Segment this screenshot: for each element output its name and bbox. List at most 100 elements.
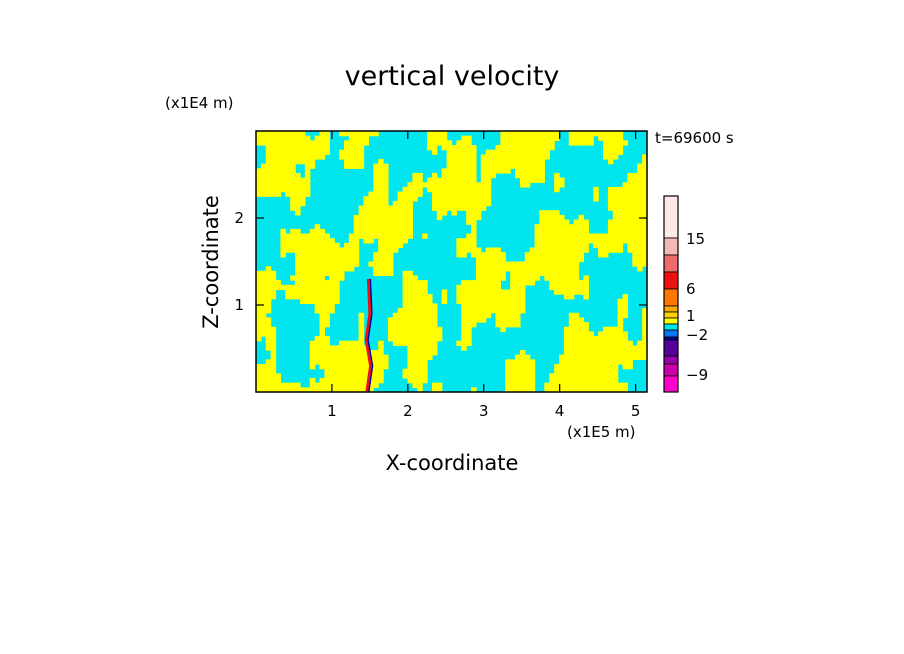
positive-cell bbox=[431, 345, 438, 351]
positive-cell bbox=[495, 158, 501, 165]
positive-cell bbox=[285, 382, 291, 388]
positive-cell bbox=[319, 359, 326, 365]
positive-cell bbox=[270, 182, 277, 188]
positive-cell bbox=[373, 214, 379, 221]
positive-cell bbox=[598, 378, 604, 384]
positive-cell bbox=[353, 131, 360, 137]
positive-cell bbox=[505, 168, 511, 174]
positive-cell bbox=[529, 368, 536, 374]
positive-cell bbox=[265, 270, 272, 277]
positive-cell bbox=[637, 191, 643, 197]
positive-cell bbox=[495, 270, 501, 277]
positive-cell bbox=[588, 131, 594, 137]
positive-cell bbox=[539, 158, 545, 165]
positive-cell bbox=[549, 238, 555, 244]
positive-cell bbox=[588, 340, 594, 346]
positive-cell bbox=[617, 340, 624, 346]
positive-cell bbox=[348, 354, 355, 360]
positive-cell bbox=[436, 131, 443, 137]
positive-cell bbox=[563, 354, 570, 360]
positive-cell bbox=[373, 163, 379, 169]
positive-cell bbox=[285, 242, 291, 249]
positive-cell bbox=[299, 149, 306, 155]
positive-cell bbox=[617, 224, 624, 230]
positive-cell bbox=[431, 350, 438, 356]
positive-cell bbox=[387, 219, 394, 225]
positive-cell bbox=[324, 261, 330, 267]
positive-cell bbox=[500, 261, 506, 267]
positive-cell bbox=[578, 378, 585, 384]
positive-cell bbox=[510, 294, 516, 300]
positive-cell bbox=[427, 308, 433, 314]
positive-cell bbox=[568, 368, 575, 374]
positive-cell bbox=[637, 228, 643, 235]
positive-cell bbox=[505, 368, 511, 374]
positive-cell bbox=[544, 144, 550, 151]
positive-cell bbox=[412, 331, 418, 337]
positive-cell bbox=[407, 368, 413, 374]
positive-cell bbox=[573, 359, 580, 365]
positive-cell bbox=[392, 340, 399, 346]
positive-cell bbox=[612, 373, 619, 379]
positive-cell bbox=[603, 233, 609, 239]
positive-cell bbox=[339, 354, 345, 360]
positive-cell bbox=[510, 378, 516, 384]
positive-cell bbox=[431, 312, 438, 319]
positive-cell bbox=[329, 378, 335, 384]
positive-cell bbox=[275, 387, 282, 392]
positive-cell bbox=[515, 131, 521, 137]
positive-cell bbox=[441, 191, 448, 197]
positive-cell bbox=[568, 224, 575, 230]
positive-cell bbox=[417, 308, 423, 314]
positive-cell bbox=[446, 163, 453, 169]
positive-cell bbox=[622, 233, 629, 239]
positive-cell bbox=[383, 247, 389, 253]
positive-cell bbox=[622, 200, 629, 207]
positive-cell bbox=[622, 219, 629, 225]
positive-cell bbox=[422, 373, 428, 379]
positive-cell bbox=[524, 354, 531, 360]
positive-cell bbox=[603, 131, 609, 137]
positive-cell bbox=[304, 233, 311, 239]
positive-cell bbox=[471, 242, 477, 249]
positive-cell bbox=[348, 364, 355, 370]
positive-cell bbox=[607, 228, 614, 235]
positive-cell bbox=[299, 144, 306, 151]
positive-cell bbox=[495, 247, 501, 253]
positive-cell bbox=[568, 326, 575, 333]
positive-cell bbox=[632, 200, 638, 207]
positive-cell bbox=[256, 270, 262, 277]
positive-cell bbox=[314, 233, 321, 239]
positive-cell bbox=[280, 149, 286, 155]
positive-cell bbox=[363, 238, 370, 244]
positive-cell bbox=[412, 336, 418, 342]
positive-cell bbox=[617, 144, 624, 151]
positive-cell bbox=[436, 382, 443, 388]
positive-cell bbox=[524, 373, 531, 379]
positive-cell bbox=[554, 289, 560, 295]
positive-cell bbox=[368, 214, 374, 221]
positive-cell bbox=[417, 298, 423, 305]
positive-cell bbox=[461, 308, 467, 314]
positive-cell bbox=[603, 326, 609, 333]
positive-cell bbox=[593, 354, 599, 360]
positive-cell bbox=[431, 303, 438, 309]
positive-cell bbox=[309, 163, 316, 169]
positive-cell bbox=[441, 186, 448, 193]
positive-cell bbox=[480, 312, 487, 319]
positive-cell bbox=[260, 312, 267, 319]
positive-cell bbox=[583, 364, 589, 370]
positive-cell bbox=[295, 284, 301, 291]
positive-cell bbox=[339, 364, 345, 370]
positive-cell bbox=[563, 270, 570, 277]
positive-cell bbox=[324, 340, 330, 346]
positive-cell bbox=[598, 340, 604, 346]
positive-cell bbox=[559, 266, 565, 272]
positive-cell bbox=[505, 149, 511, 155]
positive-cell bbox=[422, 303, 428, 309]
positive-cell bbox=[505, 359, 511, 365]
positive-cell bbox=[329, 298, 335, 305]
positive-cell bbox=[549, 242, 555, 249]
positive-cell bbox=[539, 168, 545, 174]
positive-cell bbox=[554, 266, 560, 272]
